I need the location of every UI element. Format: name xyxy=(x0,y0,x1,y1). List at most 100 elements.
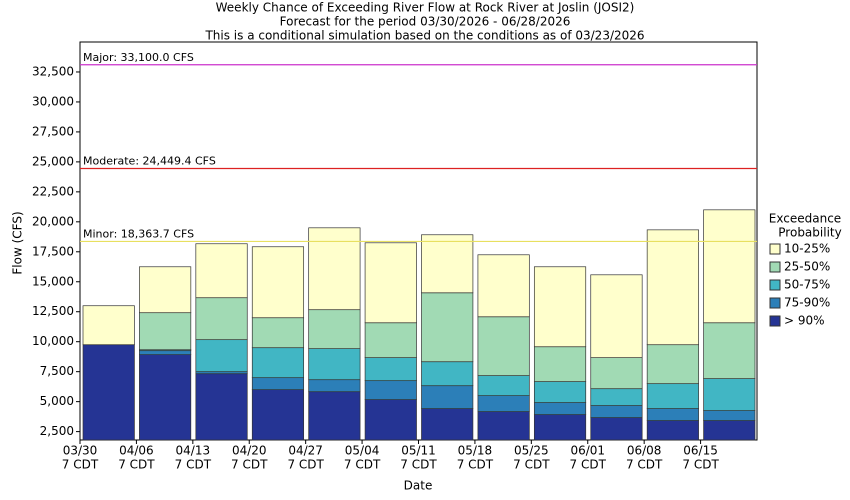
x-tick-label: 7 CDT xyxy=(400,458,437,472)
x-tick-label: 06/01 xyxy=(570,444,605,458)
x-tick-label: 7 CDT xyxy=(457,458,494,472)
y-tick-label: 17,500 xyxy=(32,244,74,258)
bar-segment xyxy=(646,408,699,421)
legend-title: Probability xyxy=(778,226,841,240)
bar-segment xyxy=(82,305,135,346)
x-tick-label: 06/15 xyxy=(683,444,718,458)
chart-subtitle: Forecast for the period 03/30/2026 - 06/… xyxy=(280,15,571,29)
bar-segment xyxy=(364,380,417,400)
x-tick-label: 04/20 xyxy=(232,444,267,458)
bar-segment xyxy=(703,209,756,324)
bar-segment xyxy=(533,414,587,441)
bar-segment xyxy=(646,344,699,385)
bar-segment xyxy=(251,347,305,379)
legend-swatch xyxy=(769,279,781,291)
chart-note: This is a conditional simulation based o… xyxy=(204,29,644,43)
y-tick-label: 25,000 xyxy=(32,154,74,168)
bar-segment xyxy=(139,350,192,355)
bar-segment xyxy=(308,309,361,350)
bar-segment xyxy=(477,395,530,412)
x-tick-label: 7 CDT xyxy=(513,458,550,472)
x-tick-label: 7 CDT xyxy=(344,458,381,472)
bar-segment xyxy=(421,408,474,441)
bar-segment xyxy=(195,297,248,341)
bar-segment xyxy=(703,420,756,441)
bar-segment xyxy=(195,339,248,373)
bar-segment xyxy=(364,357,417,382)
y-tick-label: 15,000 xyxy=(32,274,74,288)
bar-segment xyxy=(195,243,248,299)
legend-label: > 90% xyxy=(784,314,825,328)
legend-label: 75-90% xyxy=(784,296,830,310)
bar-segment xyxy=(195,373,248,441)
bar-segment xyxy=(421,234,474,294)
y-tick-label: 7,500 xyxy=(40,364,74,378)
bar-segment xyxy=(477,411,530,441)
threshold-label: Major: 33,100.0 CFS xyxy=(83,51,194,64)
y-tick-label: 27,500 xyxy=(32,124,74,138)
bar-segment xyxy=(139,266,192,314)
x-tick-label: 7 CDT xyxy=(118,458,155,472)
bar-segment xyxy=(590,357,643,390)
x-tick-label: 7 CDT xyxy=(175,458,212,472)
y-tick-label: 30,000 xyxy=(32,94,74,108)
bar-segment xyxy=(308,391,361,441)
bar-segment xyxy=(590,417,643,441)
legend-swatch xyxy=(769,297,781,309)
bar-segment xyxy=(590,388,643,406)
bar-segment xyxy=(646,420,699,441)
x-tick-label: 04/13 xyxy=(176,444,211,458)
x-tick-label: 04/06 xyxy=(119,444,154,458)
x-tick-label: 7 CDT xyxy=(570,458,607,472)
x-tick-label: 7 CDT xyxy=(231,458,268,472)
bar-segment xyxy=(421,361,474,387)
bar-segment xyxy=(533,266,587,348)
bar-segment xyxy=(477,316,530,376)
chart-title: Weekly Chance of Exceeding River Flow at… xyxy=(216,1,635,15)
bar-segment xyxy=(646,229,699,346)
legend-swatch xyxy=(769,243,781,255)
x-tick-label: 05/11 xyxy=(401,444,436,458)
y-tick-label: 12,500 xyxy=(32,304,74,318)
bar-segment xyxy=(364,242,417,324)
bar-segment xyxy=(364,399,417,441)
x-tick-label: 7 CDT xyxy=(626,458,663,472)
bar-segment xyxy=(308,348,361,381)
x-tick-label: 7 CDT xyxy=(62,458,99,472)
bar-segment xyxy=(251,317,305,349)
legend-label: 10-25% xyxy=(784,242,830,256)
x-tick-label: 05/18 xyxy=(458,444,493,458)
bar-segment xyxy=(533,402,587,415)
bar-segment xyxy=(251,246,305,319)
x-tick-label: 06/08 xyxy=(627,444,662,458)
threshold-label: Minor: 18,363.7 CFS xyxy=(83,227,194,240)
bar-segment xyxy=(364,322,417,358)
bar-segment xyxy=(421,292,474,363)
bar-segment xyxy=(477,254,530,318)
y-tick-label: 22,500 xyxy=(32,184,74,198)
bar-segment xyxy=(139,354,192,441)
x-tick-label: 7 CDT xyxy=(287,458,324,472)
bar-segment xyxy=(82,344,135,441)
x-tick-label: 04/27 xyxy=(288,444,323,458)
bar-segment xyxy=(590,274,643,358)
legend-swatch xyxy=(769,261,781,273)
bar-segment xyxy=(251,389,305,441)
bar-segment xyxy=(703,410,756,421)
y-tick-label: 10,000 xyxy=(32,334,74,348)
legend-label: 50-75% xyxy=(784,278,830,292)
bar-segment xyxy=(421,385,474,409)
legend-swatch xyxy=(769,315,781,327)
x-tick-label: 05/25 xyxy=(514,444,549,458)
x-axis-label: Date xyxy=(404,479,433,493)
bar-segment xyxy=(646,383,699,409)
bar-segment xyxy=(533,346,587,382)
y-tick-label: 20,000 xyxy=(32,214,74,228)
x-tick-label: 03/30 xyxy=(63,444,98,458)
y-axis-label: Flow (CFS) xyxy=(11,211,25,274)
bar-segment xyxy=(533,381,587,403)
y-tick-label: 32,500 xyxy=(32,64,74,78)
bar-segment xyxy=(703,322,756,379)
y-tick-label: 5,000 xyxy=(40,394,74,408)
